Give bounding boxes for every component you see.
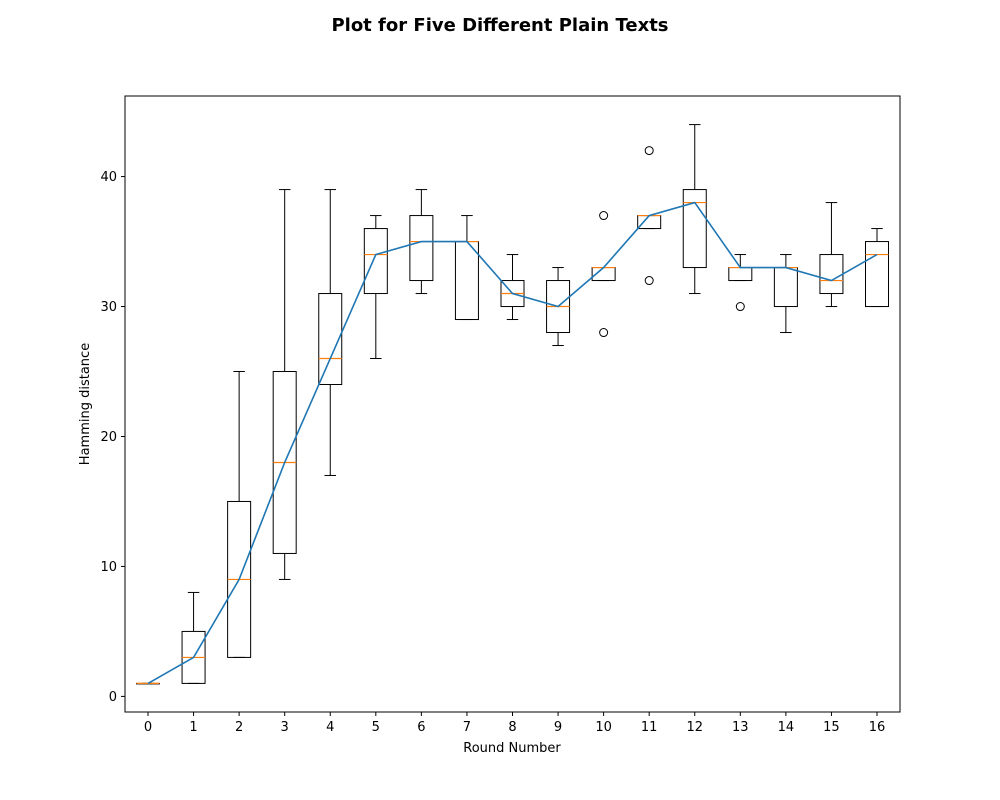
x-tick-label: 5 (372, 720, 380, 735)
series-line (147, 201, 878, 685)
box-9 (546, 267, 571, 347)
x-tick-label: 8 (508, 720, 516, 735)
box-5 (363, 215, 388, 360)
box-iqr (318, 293, 343, 386)
box-iqr (865, 241, 889, 308)
box-12 (682, 124, 707, 295)
box-14 (773, 254, 798, 334)
outlier-point (735, 302, 745, 312)
x-tick-label: 6 (417, 720, 425, 735)
outlier-point (644, 276, 654, 286)
x-tick-label: 11 (641, 720, 658, 735)
outlier-point (599, 211, 609, 221)
x-tick-label: 14 (778, 720, 795, 735)
y-tick-label: 30 (100, 300, 117, 315)
box-iqr (637, 215, 662, 230)
box-3 (272, 189, 297, 580)
x-tick-label: 13 (732, 720, 749, 735)
box-8 (500, 254, 525, 321)
box-15 (819, 202, 844, 308)
box-4 (318, 189, 343, 476)
x-axis-label: Round Number (463, 741, 561, 756)
box-1 (181, 591, 206, 684)
box-iqr (682, 189, 707, 269)
outlier-point (599, 328, 609, 338)
x-tick-label: 1 (189, 720, 197, 735)
outlier-point (644, 146, 654, 156)
box-iqr (409, 215, 434, 282)
chart-title: Plot for Five Different Plain Texts (331, 15, 668, 36)
box-iqr (773, 267, 798, 308)
x-tick-label: 16 (869, 720, 886, 735)
y-tick-label: 0 (109, 690, 117, 705)
box-7 (454, 215, 479, 321)
box-iqr (728, 267, 753, 282)
box-iqr (363, 228, 388, 295)
plot-frame (124, 95, 901, 713)
chart-marks (136, 124, 889, 685)
box-2 (227, 371, 252, 658)
y-tick-label: 10 (100, 560, 117, 575)
box-iqr (819, 254, 844, 295)
x-tick-label: 2 (235, 720, 243, 735)
y-axis-label: Hamming distance (78, 343, 93, 465)
x-tick-label: 4 (326, 720, 334, 735)
box-13 (728, 254, 753, 312)
x-tick-label: 0 (144, 720, 152, 735)
x-tick-label: 9 (554, 720, 562, 735)
y-tick-label: 40 (100, 170, 117, 185)
x-tick-label: 10 (595, 720, 612, 735)
y-tick-label: 20 (100, 430, 117, 445)
box-16 (865, 228, 889, 308)
box-0 (136, 682, 160, 685)
x-tick-label: 3 (281, 720, 289, 735)
x-tick-label: 15 (823, 720, 840, 735)
x-tick-label: 7 (463, 720, 471, 735)
box-iqr (454, 241, 479, 321)
x-tick-label: 12 (686, 720, 703, 735)
